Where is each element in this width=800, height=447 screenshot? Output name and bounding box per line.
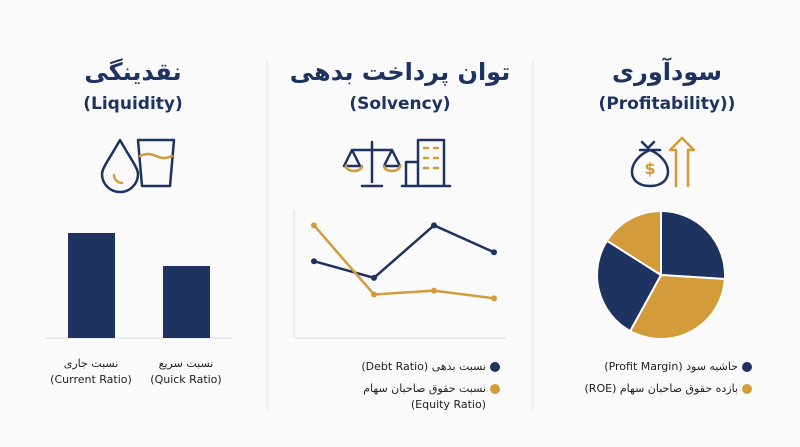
legend-label: بازده حقوق صاحبان سهام (ROE) bbox=[584, 382, 739, 395]
glass-water bbox=[138, 152, 174, 160]
x-tick-label: نسبت جاری (Current Ratio) bbox=[50, 357, 132, 386]
panel-title: توان پرداخت بدهی bbox=[289, 58, 511, 86]
point bbox=[491, 295, 497, 302]
dollar-sign: $ bbox=[644, 159, 655, 178]
arrow-icon bbox=[668, 136, 696, 188]
legend-label: نسبت بدهی (Debt Ratio) bbox=[361, 360, 486, 373]
pie-slice bbox=[605, 209, 662, 277]
point bbox=[311, 258, 317, 265]
x-tick-label: نسبت سریع (Quick Ratio) bbox=[150, 357, 222, 386]
building-windows bbox=[422, 146, 440, 170]
point bbox=[371, 291, 377, 298]
point bbox=[431, 222, 437, 229]
point bbox=[311, 222, 317, 229]
panel-subtitle: (Profitability)) bbox=[598, 94, 736, 114]
drop-icon bbox=[100, 138, 140, 194]
panel-title: سودآوری bbox=[612, 58, 722, 86]
panel-title: نقدینگی bbox=[84, 58, 182, 86]
bar bbox=[163, 266, 210, 338]
point bbox=[371, 274, 377, 281]
scale-pans bbox=[344, 164, 402, 173]
building-icon bbox=[400, 138, 452, 188]
bag-icon bbox=[630, 140, 670, 188]
legend-marker bbox=[742, 384, 752, 394]
pie-slice bbox=[628, 273, 726, 340]
line-series bbox=[313, 224, 495, 300]
glass-icon bbox=[136, 138, 176, 188]
point bbox=[431, 287, 437, 294]
pie-slice bbox=[660, 209, 726, 281]
pie-slice bbox=[596, 239, 663, 333]
legend-marker bbox=[490, 362, 500, 372]
legend-marker bbox=[742, 362, 752, 372]
panel-subtitle: (Solvency) bbox=[349, 94, 451, 114]
bar bbox=[68, 233, 115, 338]
legend-marker bbox=[490, 384, 500, 394]
icons bbox=[100, 136, 696, 194]
legend-label: نسبت حقوق صاحبان سهام (Equity Ratio) bbox=[363, 382, 486, 411]
drop-shine bbox=[112, 173, 124, 185]
legend-label: حاشیه سود (Profit Margin) bbox=[604, 360, 738, 373]
panel-subtitle: (Liquidity) bbox=[83, 94, 183, 114]
line-series bbox=[313, 223, 495, 280]
point bbox=[491, 249, 497, 256]
scale-icon bbox=[342, 140, 402, 188]
